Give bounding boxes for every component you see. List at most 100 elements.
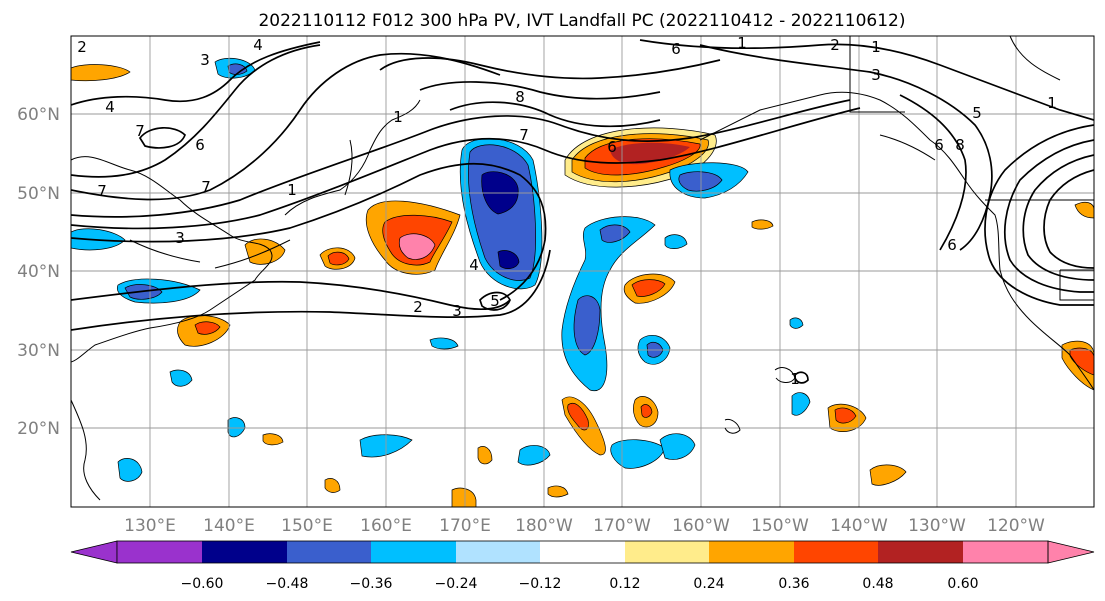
- ivt-positive-blob: [451, 487, 477, 507]
- ivt-negative-blob: [517, 445, 551, 466]
- contour-label: 3: [871, 66, 881, 84]
- pv-contours: [71, 39, 1094, 384]
- lon-tick-label: 150°W: [751, 516, 809, 536]
- figure-title: 2022110112 F012 300 hPa PV, IVT Landfall…: [258, 11, 905, 31]
- colorbar-tick-label: −0.36: [350, 576, 393, 592]
- ivt-positive-blob: [71, 64, 131, 82]
- colorbar-tick-labels: −0.60 −0.48 −0.36 −0.24 −0.12 0.12 0.24 …: [181, 576, 979, 592]
- ivt-positive-blob: [324, 478, 341, 493]
- ivt-positive-blob: [834, 407, 857, 424]
- colorbar-segment: [625, 541, 709, 563]
- colorbar-tick-label: −0.60: [181, 576, 224, 592]
- lon-tick-label: 160°W: [672, 516, 730, 536]
- colorbar-segment: [456, 541, 540, 563]
- contour-label: 3: [200, 51, 210, 69]
- contour-label: 8: [955, 136, 965, 154]
- colorbar-tick-label: 0.48: [862, 576, 893, 592]
- lon-axis: 130°E 140°E 150°E 160°E 170°E 180°W 170°…: [124, 516, 1045, 536]
- ivt-negative-blob: [169, 369, 193, 387]
- colorbar-segment: [371, 541, 456, 563]
- contour-label: 2: [77, 38, 87, 56]
- lat-tick-label: 60°N: [17, 105, 60, 125]
- ivt-positive-blob: [262, 433, 284, 446]
- ivt-positive-blob: [1069, 347, 1094, 376]
- colorbar-segment: [709, 541, 794, 563]
- lat-tick-label: 40°N: [17, 262, 60, 282]
- ivt-positive-blob: [477, 446, 493, 465]
- lon-tick-label: 170°E: [439, 516, 491, 536]
- lat-axis: 60°N 50°N 40°N 30°N 20°N: [17, 105, 60, 439]
- contour-label: 2: [830, 36, 840, 54]
- lat-tick-label: 20°N: [17, 419, 60, 439]
- contour-label: 3: [452, 302, 462, 320]
- colorbar-tick-label: 0.60: [947, 576, 978, 592]
- colorbar-segment: [878, 541, 963, 563]
- ivt-positive-blob: [751, 219, 774, 230]
- contour-label: 1: [790, 370, 800, 388]
- contour-label: 7: [97, 182, 107, 200]
- ivt-negative-blob: [497, 250, 520, 269]
- lon-tick-label: 130°E: [124, 516, 176, 536]
- contour-label: 1: [393, 108, 403, 126]
- colorbar-segments: [70, 540, 1095, 564]
- contour-label: 1: [1047, 94, 1057, 112]
- ivt-negative-blob: [789, 317, 804, 329]
- lat-tick-label: 30°N: [17, 341, 60, 361]
- contour-label: 1: [737, 34, 747, 52]
- contour-label: 5: [490, 292, 500, 310]
- ivt-negative-blob: [659, 433, 696, 460]
- colorbar-segment: [287, 541, 371, 563]
- lon-tick-label: 140°E: [203, 516, 255, 536]
- graticule: [71, 36, 1094, 507]
- ivt-positive-blob: [547, 485, 569, 498]
- colorbar-extend-low: [70, 540, 118, 564]
- contour-label: 3: [175, 229, 185, 247]
- contour-label: 4: [253, 36, 263, 54]
- contour-label: 7: [519, 126, 529, 144]
- ivt-negative-blob: [664, 234, 688, 249]
- contour-label: 1: [287, 181, 297, 199]
- contour-label-layer: 4 3 4 7 6 7 1 3 7 1 2 3 5 4 7 6 8 6 2 1: [77, 34, 1057, 388]
- contour-label: 4: [469, 256, 479, 274]
- lon-tick-label: 140°W: [830, 516, 888, 536]
- lat-tick-label: 50°N: [17, 184, 60, 204]
- ivt-positive-blob: [1074, 201, 1094, 219]
- lon-tick-label: 130°W: [908, 516, 966, 536]
- ivt-negative-blob: [429, 337, 459, 350]
- colorbar: −0.60 −0.48 −0.36 −0.24 −0.12 0.12 0.24 …: [70, 540, 1095, 592]
- contour-label: 6: [947, 236, 957, 254]
- ivt-negative-blob: [678, 171, 723, 192]
- ivt-negative-blob: [227, 63, 248, 75]
- contour-label: 4: [105, 98, 115, 116]
- ivt-negative-blob: [117, 458, 143, 482]
- lon-tick-label: 120°W: [987, 516, 1045, 536]
- contour-label: 1: [871, 38, 881, 56]
- ivt-positive-blob: [869, 464, 907, 486]
- colorbar-tick-label: −0.12: [519, 576, 562, 592]
- contour-label: 5: [972, 104, 982, 122]
- ivt-negative-blob: [791, 392, 811, 416]
- ivt-positive-blob: [398, 233, 436, 260]
- ivt-positive-blob: [567, 402, 589, 431]
- lon-tick-label: 170°W: [593, 516, 651, 536]
- ivt-positive-blob: [640, 404, 653, 418]
- colorbar-segment: [963, 541, 1048, 563]
- colorbar-segment: [794, 541, 878, 563]
- colorbar-segment: [202, 541, 287, 563]
- colorbar-segment: [540, 541, 625, 563]
- ivt-negative-blob: [610, 439, 666, 469]
- colorbar-segment: [117, 541, 202, 563]
- colorbar-tick-label: −0.24: [435, 576, 478, 592]
- contour-label: 6: [671, 40, 681, 58]
- ivt-positive-blob: [327, 251, 350, 266]
- contour-label: 6: [934, 136, 944, 154]
- colorbar-extend-high: [1047, 540, 1095, 564]
- ivt-negative-blob: [599, 224, 631, 243]
- contour-label: 7: [135, 122, 145, 140]
- colorbar-tick-label: 0.24: [693, 576, 724, 592]
- colorbar-outline: [116, 540, 1049, 564]
- ivt-positive-blob: [194, 321, 221, 335]
- map-panel: 4 3 4 7 6 7 1 3 7 1 2 3 5 4 7 6 8 6 2 1: [17, 34, 1095, 536]
- map-frame: [70, 35, 1095, 508]
- lon-tick-label: 150°E: [281, 516, 333, 536]
